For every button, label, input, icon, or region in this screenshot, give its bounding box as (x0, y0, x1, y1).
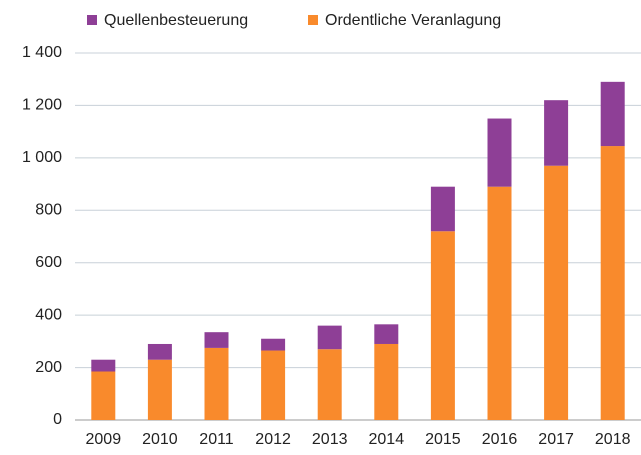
x-tick-label: 2014 (369, 431, 405, 448)
legend-label: Quellenbesteuerung (104, 12, 248, 29)
x-tick-label: 2017 (538, 431, 574, 448)
bar-segment (487, 186, 512, 420)
y-tick-label: 600 (35, 254, 62, 271)
bar-segment (600, 81, 625, 147)
y-tick-label: 800 (35, 202, 62, 219)
x-tick-label: 2009 (86, 431, 122, 448)
bar-segment (374, 324, 399, 344)
bar-segment (430, 231, 455, 420)
bar-segment (91, 359, 116, 372)
bar-segment (91, 371, 116, 420)
bar-segment (204, 347, 229, 420)
bar-segment (261, 338, 286, 351)
y-tick-label: 1 400 (22, 44, 62, 61)
x-tick-label: 2010 (142, 431, 178, 448)
bar-segment (317, 325, 342, 350)
bar-segment (261, 350, 286, 420)
bar-segment (147, 343, 172, 360)
y-tick-label: 400 (35, 306, 62, 323)
y-tick-label: 0 (53, 411, 62, 428)
y-tick-label: 1 200 (22, 97, 62, 114)
bar-segment (317, 349, 342, 420)
x-tick-label: 2013 (312, 431, 348, 448)
x-tick-label: 2011 (199, 431, 234, 448)
x-tick-label: 2018 (595, 431, 631, 448)
bar-segment (487, 118, 512, 187)
bar-segment (544, 165, 569, 420)
bar-segment (544, 100, 569, 166)
bar-segment (430, 186, 455, 232)
legend-swatch (87, 15, 97, 25)
x-tick-label: 2016 (482, 431, 518, 448)
bar-segment (374, 343, 399, 420)
bar-segment (600, 146, 625, 420)
x-tick-label: 2012 (255, 431, 291, 448)
bar-segment (147, 359, 172, 420)
x-tick-label: 2015 (425, 431, 461, 448)
y-tick-label: 1 000 (22, 149, 62, 166)
y-tick-label: 200 (35, 359, 62, 376)
legend-label: Ordentliche Veranlagung (325, 12, 501, 29)
legend-swatch (308, 15, 318, 25)
bar-segment (204, 332, 229, 348)
